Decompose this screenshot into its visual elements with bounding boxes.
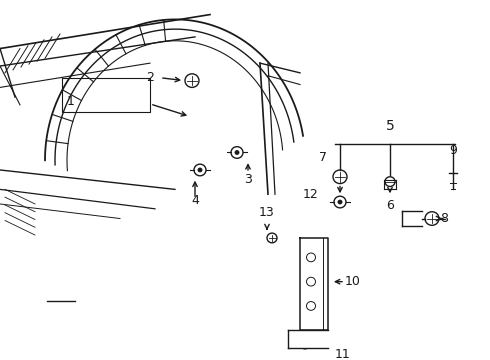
Text: 8: 8 — [440, 212, 448, 225]
Text: 11: 11 — [335, 348, 351, 360]
Text: 13: 13 — [259, 206, 275, 219]
Text: 10: 10 — [345, 275, 361, 288]
Text: 6: 6 — [386, 199, 394, 212]
Text: 7: 7 — [319, 151, 327, 164]
Circle shape — [235, 150, 239, 154]
Text: 1: 1 — [67, 95, 75, 108]
Text: 2: 2 — [146, 71, 154, 84]
Circle shape — [198, 168, 202, 172]
Text: 12: 12 — [302, 188, 318, 201]
Text: 5: 5 — [386, 119, 394, 133]
Text: 3: 3 — [244, 173, 252, 186]
Text: 9: 9 — [449, 144, 457, 157]
Circle shape — [338, 200, 342, 204]
Text: 4: 4 — [191, 194, 199, 207]
